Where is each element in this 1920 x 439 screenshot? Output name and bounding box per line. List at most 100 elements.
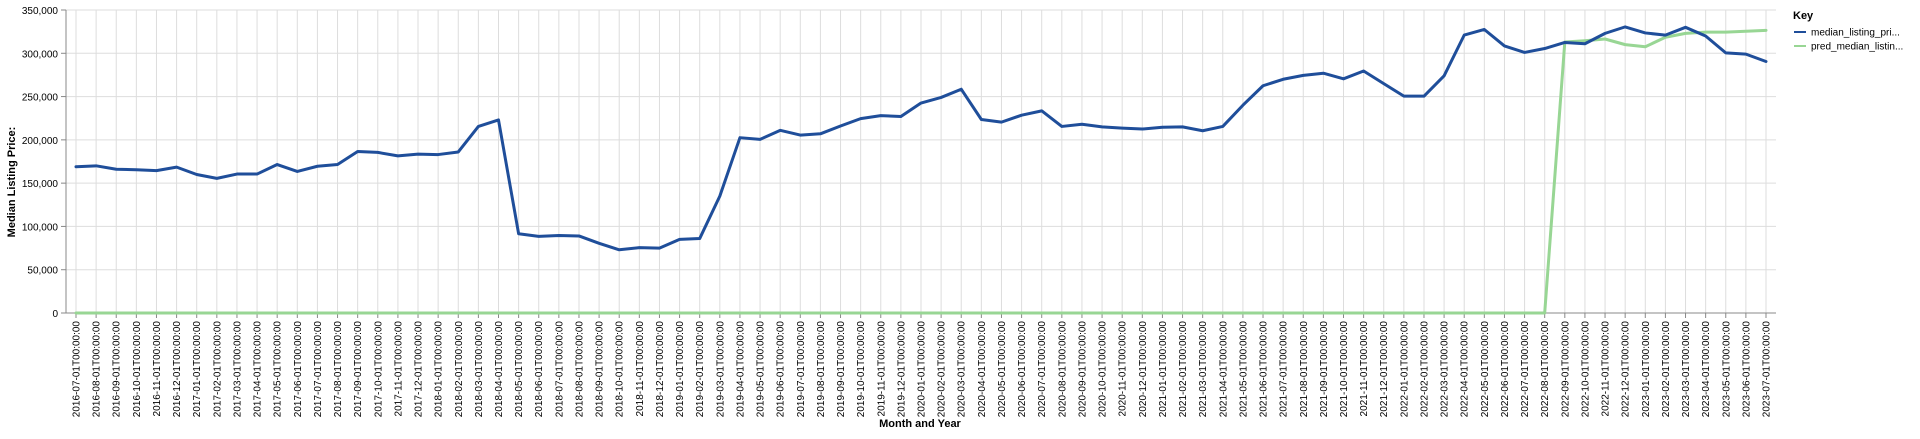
x-tick-label: 2018-01-01T00:00:00 (434, 321, 445, 418)
x-tick-label: 2020-09-01T00:00:00 (1077, 321, 1088, 418)
y-tick-label: 350,000 (22, 6, 59, 17)
x-tick-label: 2017-01-01T00:00:00 (192, 321, 203, 418)
x-tick-label: 2023-02-01T00:00:00 (1661, 321, 1672, 418)
x-tick-label: 2017-12-01T00:00:00 (414, 321, 425, 418)
x-tick-label: 2018-03-01T00:00:00 (474, 321, 485, 418)
x-tick-label: 2016-09-01T00:00:00 (112, 321, 123, 418)
x-tick-label: 2020-11-01T00:00:00 (1118, 321, 1129, 417)
x-tick-label: 2021-11-01T00:00:00 (1359, 321, 1370, 417)
x-tick-label: 2017-10-01T00:00:00 (373, 321, 384, 418)
x-tick-label: 2020-07-01T00:00:00 (1037, 321, 1048, 418)
x-tick-label: 2022-11-01T00:00:00 (1601, 321, 1612, 417)
y-tick-label: 250,000 (22, 93, 59, 104)
x-tick-label: 2019-02-01T00:00:00 (695, 321, 706, 418)
x-tick-label: 2019-10-01T00:00:00 (856, 321, 867, 418)
x-tick-label: 2019-01-01T00:00:00 (675, 321, 686, 418)
x-tick-label: 2023-04-01T00:00:00 (1701, 321, 1712, 418)
axis-layer: 0 50,000 100,000 150,000 200,000 250,000 300,0… (22, 6, 1776, 417)
x-tick-label: 2021-01-01T00:00:00 (1158, 321, 1169, 418)
x-tick-label: 2020-06-01T00:00:00 (1017, 321, 1028, 418)
legend-label: pred_median_listin... (1811, 42, 1903, 53)
x-tick-label: 2022-01-01T00:00:00 (1399, 321, 1410, 418)
x-tick-label: 2020-02-01T00:00:00 (937, 321, 948, 418)
y-tick-label: 0 (52, 309, 58, 320)
x-tick-label: 2017-07-01T00:00:00 (313, 321, 324, 418)
x-tick-label: 2019-06-01T00:00:00 (776, 321, 787, 418)
x-tick-label: 2022-12-01T00:00:00 (1621, 321, 1632, 418)
x-tick-label: 2022-10-01T00:00:00 (1580, 321, 1591, 418)
x-tick-label: 2021-09-01T00:00:00 (1319, 321, 1330, 418)
x-axis-title: Month and Year (879, 418, 961, 430)
x-tick-label: 2022-05-01T00:00:00 (1480, 321, 1491, 418)
x-tick-label: 2020-05-01T00:00:00 (997, 321, 1008, 418)
x-tick-label: 2018-09-01T00:00:00 (595, 321, 606, 418)
x-tick-label: 2017-11-01T00:00:00 (393, 321, 404, 417)
x-tick-label: 2018-12-01T00:00:00 (655, 321, 666, 418)
x-tick-label: 2023-07-01T00:00:00 (1762, 321, 1773, 418)
series-line (74, 25, 1768, 252)
x-tick-label: 2020-12-01T00:00:00 (1138, 321, 1149, 418)
x-tick-label: 2022-03-01T00:00:00 (1440, 321, 1451, 418)
x-tick-label: 2022-06-01T00:00:00 (1500, 321, 1511, 418)
x-tick-label: 2021-12-01T00:00:00 (1379, 321, 1390, 418)
x-tick-label: 2021-10-01T00:00:00 (1339, 321, 1350, 418)
x-tick-label: 2020-01-01T00:00:00 (917, 321, 928, 418)
x-tick-label: 2018-10-01T00:00:00 (615, 321, 626, 418)
x-tick-label: 2021-08-01T00:00:00 (1299, 321, 1310, 418)
x-tick-label: 2017-02-01T00:00:00 (212, 321, 223, 418)
grid-layer (66, 9, 1776, 314)
x-tick-label: 2021-05-01T00:00:00 (1238, 321, 1249, 418)
x-tick-label: 2018-07-01T00:00:00 (554, 321, 565, 418)
x-tick-label: 2021-02-01T00:00:00 (1178, 321, 1189, 418)
x-tick-label: 2019-05-01T00:00:00 (756, 321, 767, 418)
x-tick-label: 2020-04-01T00:00:00 (977, 321, 988, 418)
x-tick-label: 2022-08-01T00:00:00 (1540, 321, 1551, 418)
x-tick-label: 2021-03-01T00:00:00 (1198, 321, 1209, 418)
x-tick-label: 2017-03-01T00:00:00 (232, 321, 243, 418)
legend-label: median_listing_pri... (1811, 28, 1900, 39)
x-tick-label: 2023-06-01T00:00:00 (1741, 321, 1752, 418)
legend-items: median_listing_pri... pred_median_listin.… (1794, 28, 1903, 53)
x-tick-label: 2022-04-01T00:00:00 (1460, 321, 1471, 418)
legend-title: Key (1793, 10, 1814, 22)
x-tick-label: 2019-07-01T00:00:00 (796, 321, 807, 418)
x-tick-label: 2021-04-01T00:00:00 (1218, 321, 1229, 418)
x-tick-label: 2018-02-01T00:00:00 (454, 321, 465, 418)
y-axis-title: Median Listing Price: (6, 127, 18, 238)
x-tick-label: 2018-11-01T00:00:00 (635, 321, 646, 417)
y-tick-label: 150,000 (22, 179, 59, 190)
x-tick-label: 2016-10-01T00:00:00 (132, 321, 143, 418)
x-tick-label: 2018-04-01T00:00:00 (494, 321, 505, 418)
x-tick-label: 2016-08-01T00:00:00 (92, 321, 103, 418)
series-line (74, 28, 1768, 315)
y-tick-label: 200,000 (22, 136, 59, 147)
y-tick-label: 100,000 (22, 222, 59, 233)
x-tick-label: 2020-10-01T00:00:00 (1098, 321, 1109, 418)
x-tick-label: 2021-06-01T00:00:00 (1259, 321, 1270, 418)
x-tick-label: 2022-07-01T00:00:00 (1520, 321, 1531, 418)
x-tick-label: 2022-09-01T00:00:00 (1560, 321, 1571, 418)
x-tick-label: 2023-01-01T00:00:00 (1641, 321, 1652, 418)
x-tick-label: 2021-07-01T00:00:00 (1279, 321, 1290, 418)
x-tick-label: 2019-11-01T00:00:00 (876, 321, 887, 417)
x-tick-label: 2019-12-01T00:00:00 (896, 321, 907, 418)
x-tick-label: 2018-06-01T00:00:00 (534, 321, 545, 418)
x-tick-label: 2019-04-01T00:00:00 (735, 321, 746, 418)
x-tick-label: 2016-11-01T00:00:00 (152, 321, 163, 417)
x-tick-label: 2016-07-01T00:00:00 (72, 321, 83, 418)
x-tick-label: 2019-08-01T00:00:00 (816, 321, 827, 418)
x-tick-label: 2017-09-01T00:00:00 (353, 321, 364, 418)
x-tick-label: 2017-05-01T00:00:00 (273, 321, 284, 418)
x-tick-label: 2016-12-01T00:00:00 (172, 321, 183, 418)
x-tick-label: 2020-03-01T00:00:00 (957, 321, 968, 418)
x-tick-label: 2022-02-01T00:00:00 (1419, 321, 1430, 418)
y-tick-label: 50,000 (27, 266, 58, 277)
series-layer (74, 25, 1768, 315)
x-tick-label: 2019-03-01T00:00:00 (715, 321, 726, 418)
x-tick-label: 2020-08-01T00:00:00 (1057, 321, 1068, 418)
x-tick-label: 2018-08-01T00:00:00 (574, 321, 585, 418)
x-tick-label: 2023-05-01T00:00:00 (1721, 321, 1732, 418)
x-tick-label: 2017-08-01T00:00:00 (333, 321, 344, 418)
